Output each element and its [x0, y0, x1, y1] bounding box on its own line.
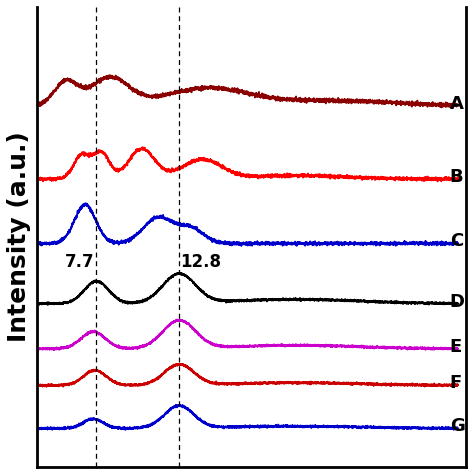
Text: A: A	[450, 95, 464, 113]
Y-axis label: Intensity (a.u.): Intensity (a.u.)	[7, 132, 31, 342]
Text: D: D	[450, 292, 465, 310]
Text: C: C	[450, 232, 463, 250]
Text: F: F	[450, 374, 462, 392]
Text: B: B	[450, 168, 464, 186]
Text: E: E	[450, 337, 462, 356]
Text: G: G	[450, 417, 465, 435]
Text: 7.7: 7.7	[64, 254, 94, 272]
Text: 12.8: 12.8	[180, 254, 221, 272]
